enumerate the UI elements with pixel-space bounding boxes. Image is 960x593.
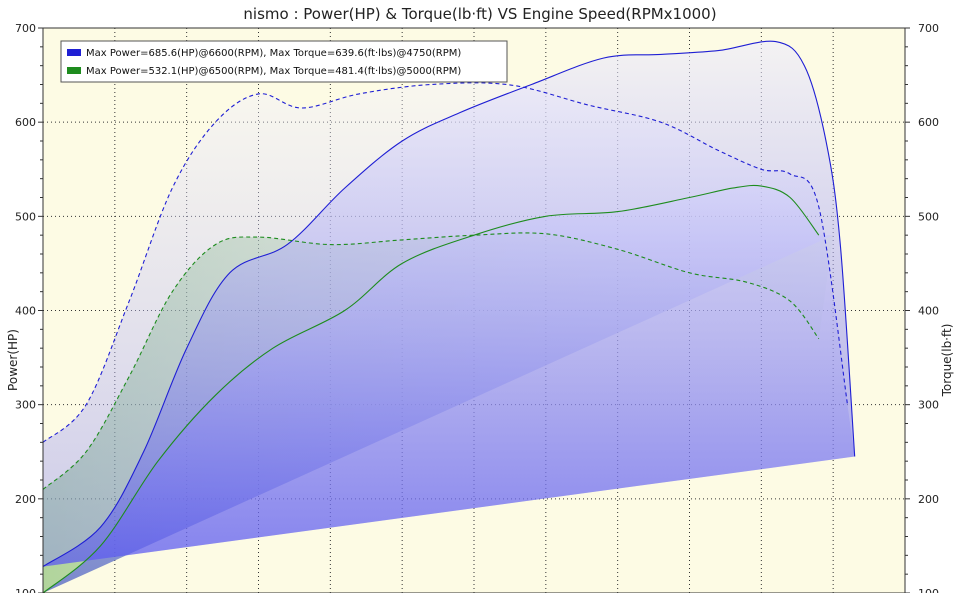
series-0-power-line xyxy=(42,40,856,568)
legend-entry-0: Max Power=685.6(HP)@6600(RPM), Max Torqu… xyxy=(86,48,461,59)
series-0-torque-line xyxy=(42,82,849,443)
y2-tick-label-3: 400 xyxy=(918,305,939,318)
legend-box xyxy=(60,40,508,83)
series-fills xyxy=(43,41,855,593)
chart-title: nismo : Power(HP) & Torque(lb·ft) VS Eng… xyxy=(243,5,716,23)
y2-tick-label-0: 100 xyxy=(918,587,939,593)
legend-swatch-0 xyxy=(67,49,81,56)
y-tick-label-3: 400 xyxy=(15,305,36,318)
legend: Max Power=685.6(HP)@6600(RPM), Max Torqu… xyxy=(60,40,508,83)
y-tick-label-0: 100 xyxy=(15,587,36,593)
series-1-torque-line xyxy=(42,232,820,490)
series-lines xyxy=(42,40,856,593)
y-tick-label-4: 500 xyxy=(15,210,36,223)
y2-tick-label-2: 300 xyxy=(918,399,939,412)
y-axis-label: Power(HP) xyxy=(6,329,20,391)
y2-tick-label-1: 200 xyxy=(918,493,939,506)
y2-tick-label-6: 700 xyxy=(918,22,939,35)
y-tick-label-1: 200 xyxy=(15,493,36,506)
right-axis: 100 200 300 400 500 600 700 xyxy=(905,22,939,593)
y-tick-label-5: 600 xyxy=(15,116,36,129)
y2-axis-label: Torque(lb·ft) xyxy=(940,324,954,398)
legend-swatch-1 xyxy=(67,67,81,74)
left-axis: 100 200 300 400 500 600 700 xyxy=(15,22,43,593)
y-tick-label-6: 700 xyxy=(15,22,36,35)
y2-tick-label-5: 600 xyxy=(918,116,939,129)
y-tick-label-2: 300 xyxy=(15,399,36,412)
legend-entry-1: Max Power=532.1(HP)@6500(RPM), Max Torqu… xyxy=(86,66,461,77)
series-1-power-line xyxy=(42,184,820,593)
series-0-power-area xyxy=(43,41,855,567)
y2-tick-label-4: 500 xyxy=(918,210,939,223)
